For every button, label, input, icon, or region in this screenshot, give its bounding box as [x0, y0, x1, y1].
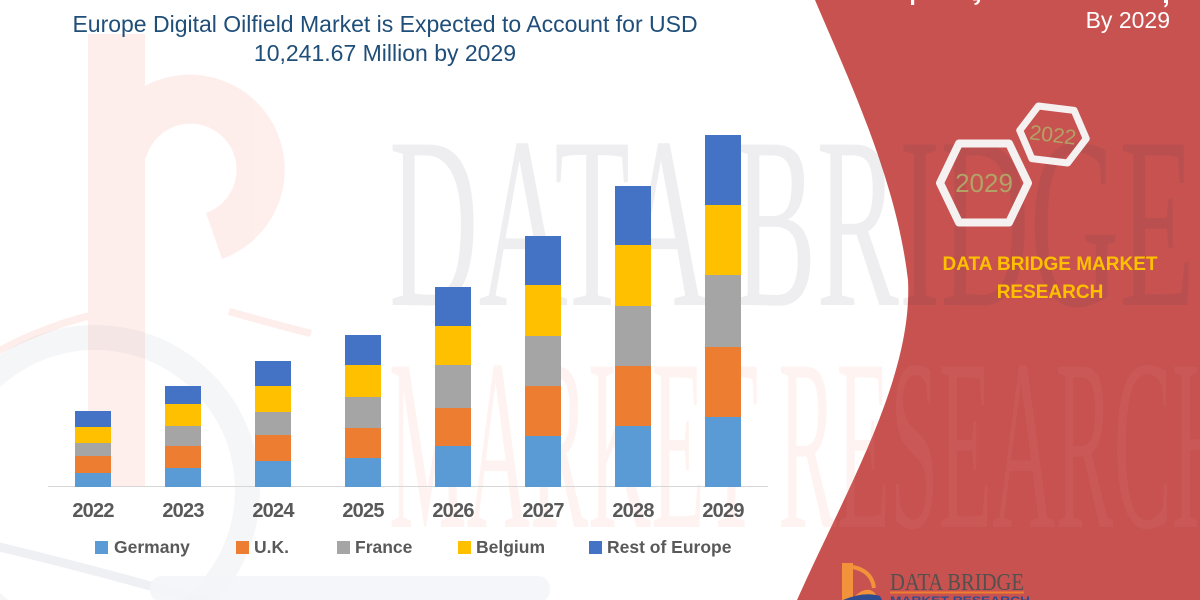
svg-text:DATA BRIDGE: DATA BRIDGE [389, 87, 1195, 358]
svg-text:2022: 2022 [1028, 121, 1077, 150]
svg-text:MARKET RESEARCH: MARKET RESEARCH [890, 595, 1030, 600]
svg-text:2029: 2029 [955, 168, 1013, 198]
svg-text:MARKET RESEARCH: MARKET RESEARCH [389, 309, 1200, 580]
